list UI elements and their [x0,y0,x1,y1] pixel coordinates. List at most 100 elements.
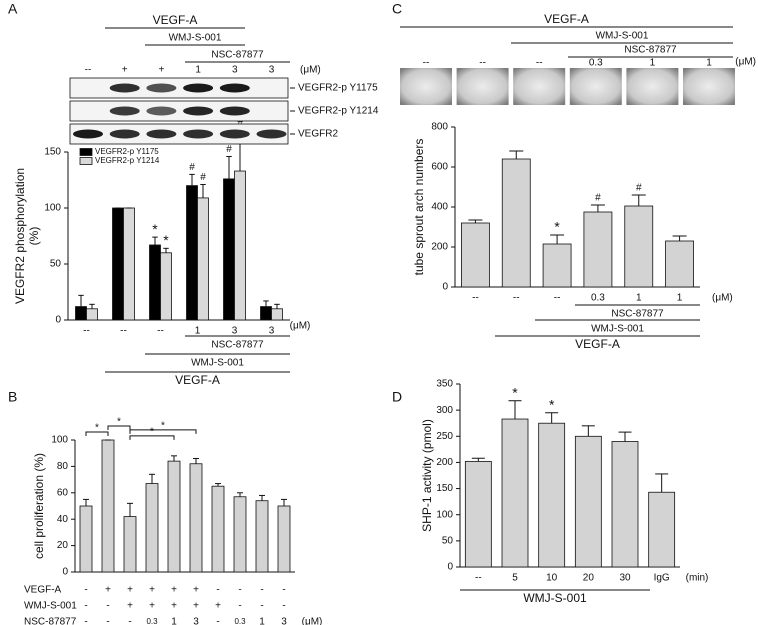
y-tick-label: 40 [57,514,69,525]
y-tick-label: 60 [57,487,69,498]
blot [69,123,289,145]
treatment-level: + [127,601,133,612]
error-bar [281,498,287,506]
group-label: VEGF-A [153,13,198,27]
x-tick-label: 3 [232,326,238,337]
blot-band [109,83,140,93]
blot-band [146,106,177,116]
y-tick-label: 100 [436,509,453,520]
panel-label: C [392,1,402,17]
bar [233,496,247,573]
significance-mark: * [512,384,518,400]
error-bar [259,494,265,501]
x-tick-label: -- [475,573,482,584]
panel-label: D [392,389,402,405]
error-bar [545,412,559,424]
x-tick-label: -- [120,326,127,337]
y-tick-label: 80 [57,461,69,472]
blot-band [183,129,214,139]
lane-label: -- [536,58,543,69]
blot-band [219,129,250,139]
lane-label: 3 [269,65,275,76]
bar [665,240,694,288]
significance-mark: # [636,183,642,194]
x-tick-label: 1 [677,293,683,304]
significance-mark: # [189,162,195,173]
top-unit: (μM) [735,57,756,68]
bar [186,185,198,321]
bar [145,483,159,573]
significance-mark: * [163,232,169,248]
blot-band [183,106,214,116]
group-label: WMJ-S-001 [191,358,244,369]
y-tick-label: 0 [442,282,448,293]
y-tick-label: 100 [51,435,68,446]
error-bar [152,236,158,245]
error-bar [200,183,206,198]
error-bar [189,173,195,186]
x-unit: (μM) [302,617,323,625]
error-bar [468,219,483,223]
micrograph [569,68,622,105]
micrograph [456,68,509,105]
significance-bracket [129,429,197,434]
group-label: VEGF-A [544,12,589,26]
y-tick-label: 800 [431,122,448,133]
group-label: NSC-87877 [611,309,664,320]
blot-band [73,129,103,139]
bar [255,500,269,573]
bar [149,244,161,321]
bar [101,439,115,573]
y-tick-label: 50 [50,259,62,270]
x-unit: (μM) [290,321,311,332]
x-tick-label: 5 [512,573,518,584]
blot-band [146,83,177,93]
bar [167,460,181,573]
error-bar [509,150,524,159]
treatment-level: - [282,601,285,612]
treatment-level: 0.3 [234,617,246,625]
bar [538,422,566,568]
panel-label: B [8,389,17,405]
x-tick-label: 1 [636,293,642,304]
x-tick-label: 10 [546,573,558,584]
bar [277,505,291,573]
bar [123,516,137,573]
error-bar [581,425,595,437]
blot-label: VEGFR2-p Y1175 [298,83,378,94]
bar [79,505,93,573]
y-axis-label: cell proliferation (%) [32,453,46,559]
y-tick-label: 200 [431,242,448,253]
bar [464,460,492,568]
y-axis-label: tube sprout arch numbers [412,139,426,276]
y-tick-label: 600 [431,162,448,173]
group-label: WMJ-S-001 [169,33,222,44]
group-label: NSC-87877 [624,45,677,56]
significance-mark: # [595,193,601,204]
treatment-level: + [105,585,111,596]
y-tick-label: 150 [44,147,61,158]
error-bar [618,431,632,442]
blot [69,77,289,99]
treatment-level: - [282,585,285,596]
treatment-level: + [193,585,199,596]
x-tick-label: 30 [619,573,631,584]
blot-band [219,106,250,116]
treatment-level: 0.3 [146,617,158,625]
treatment-level: 1 [259,617,265,625]
bar [160,252,172,321]
treatment-level: - [238,601,241,612]
error-bar [78,294,84,307]
treatment-level: - [106,601,109,612]
lane-label: + [158,65,164,76]
blot-band [219,83,250,93]
significance-mark: * [117,417,121,428]
treatment-level: - [216,617,219,625]
lane-label: + [122,65,128,76]
group-label: VEGF-A [175,373,220,387]
error-bar [215,483,221,487]
group-label: NSC-87877 [211,340,264,351]
micrograph [626,68,679,105]
blot [69,100,289,122]
y-tick-label: 0 [62,567,68,578]
